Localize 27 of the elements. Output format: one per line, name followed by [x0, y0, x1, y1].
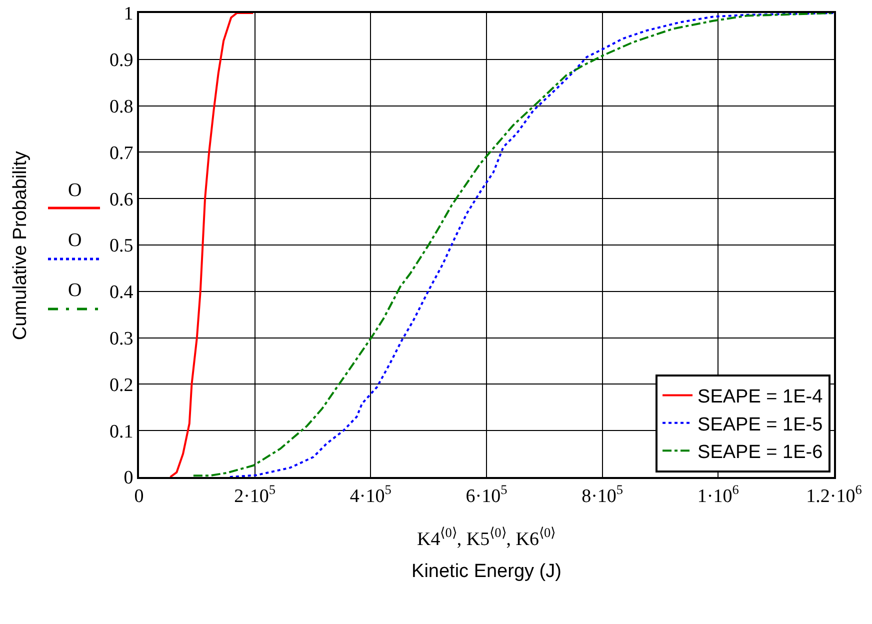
y-tick-label: 0.6: [109, 189, 134, 210]
x-tick-label: 2·10$^{5}$: [234, 482, 276, 507]
x-tick-label: 6·10$^{5}$: [466, 482, 508, 507]
y-tick-label: 0.8: [109, 96, 134, 118]
y-tick-label: 0.4: [109, 282, 134, 304]
y-tick-label: 0.2: [109, 374, 134, 396]
y-tick-label: 0.9: [109, 50, 134, 72]
x-tick-label: 8·10$^{5}$: [582, 482, 624, 507]
y-tick-label: 0.1: [109, 421, 134, 442]
x-tick-label: 1·10$^{6}$: [697, 482, 740, 507]
line-series: [169, 13, 254, 477]
y-tick-label: 0.3: [109, 328, 134, 350]
legend-label: SEAPE = 1E-6: [698, 442, 823, 464]
legend-label: SEAPE = 1E-4: [698, 386, 824, 408]
x-tick-label: 4·10$^{5}$: [350, 482, 392, 507]
y-tick-label: 0: [124, 468, 134, 489]
text: O: [68, 230, 82, 251]
text: O: [68, 180, 82, 201]
text: K4$^{⟨0⟩}$, K5$^{⟨0⟩}$, K6$^{⟨0⟩}$: [417, 525, 556, 550]
legend-label: SEAPE = 1E-5: [698, 414, 823, 436]
y-tick-label: 0.5: [109, 236, 134, 257]
y-tick-label: 1: [124, 4, 134, 25]
x-tick-label: 1.2·10$^{6}$: [806, 482, 862, 507]
text: O: [68, 280, 82, 301]
x-axis-title: Kinetic Energy (J): [412, 561, 562, 582]
y-tick-label: 0.7: [109, 142, 134, 164]
y-axis-title: Cumulative Probability: [10, 150, 32, 340]
